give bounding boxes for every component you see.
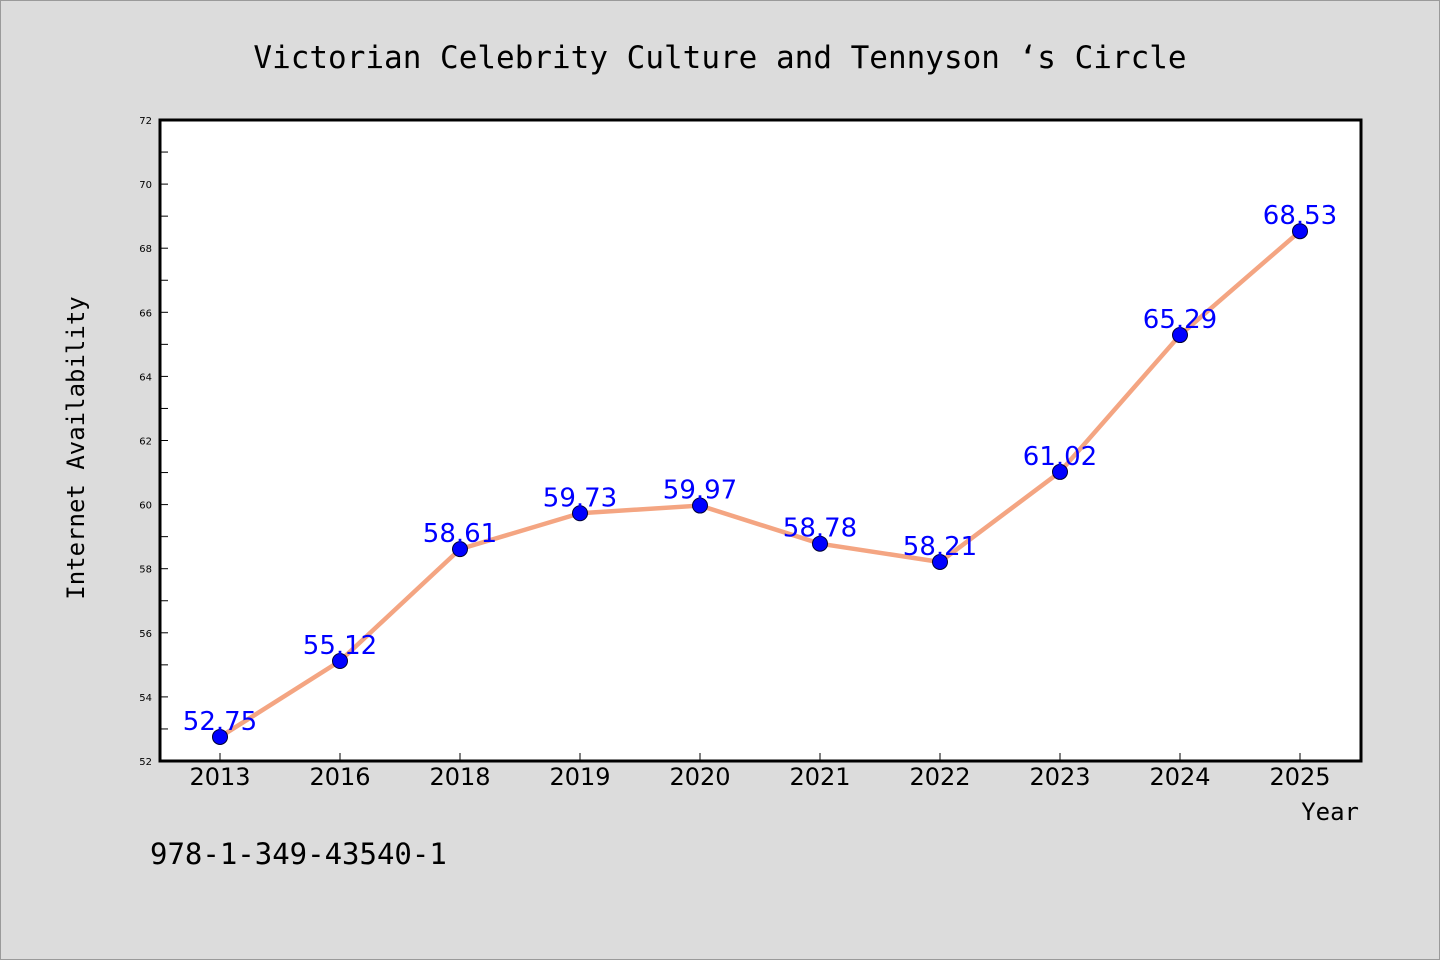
data-point [1052,463,1068,480]
y-tick-label: 70 [139,180,152,191]
x-tick-label: 2023 [1029,763,1090,791]
y-axis: 52 54 56 58 60 62 64 66 68 70 72 [139,116,168,768]
y-tick-label: 66 [139,308,152,319]
y-tick-label: 58 [139,565,152,576]
y-tick-label: 68 [139,244,152,255]
x-tick-label: 2019 [549,763,610,791]
y-tick-label: 52 [139,757,152,768]
y-tick-label: 56 [139,629,152,640]
data-label: 58.21 [903,532,977,562]
data-labels: 52.75 55.12 58.61 59.73 59.97 58.78 58.21 61.02… [183,201,1337,737]
x-tick-label: 2021 [789,763,850,791]
data-label: 58.78 [783,514,857,544]
y-tick-label: 72 [139,116,152,127]
data-label: 55.12 [303,631,377,661]
data-point [332,653,348,670]
data-label: 68.53 [1263,201,1337,231]
data-point [1292,223,1308,240]
x-tick-label: 2016 [309,763,370,791]
data-point [692,497,708,514]
y-tick-label: 64 [139,372,152,383]
y-tick-label: 60 [139,501,152,512]
data-point [1172,327,1188,344]
data-label: 52.75 [183,707,257,737]
y-tick-label: 54 [139,693,152,704]
x-tick-label: 2022 [909,763,970,791]
data-label: 59.73 [543,483,617,513]
data-point [572,505,588,522]
data-point [452,541,468,558]
plot-border [158,118,1363,763]
isbn-text: 978-1-349-43540-1 [150,837,447,871]
chart-title: Victorian Celebrity Culture and Tennyson… [253,40,1186,76]
data-point [212,728,228,745]
x-tick-label: 2018 [429,763,490,791]
x-tick-label: 2024 [1149,763,1210,791]
data-label: 65.29 [1143,305,1217,335]
x-axis: 2013 2016 2018 2019 2020 2021 2022 2023 2024 2025 [189,753,1331,791]
series-markers [212,223,1308,745]
y-axis-label: Internet Availability [62,296,90,599]
x-tick-label: 2025 [1269,763,1330,791]
x-tick-label: 2013 [189,763,250,791]
x-axis-label: Year [1301,798,1359,826]
data-label: 61.02 [1023,442,1097,472]
plot-area [160,120,1361,761]
y-tick-label: 62 [139,437,152,448]
data-point [932,553,948,570]
series-line [217,228,1303,740]
x-tick-label: 2020 [669,763,730,791]
data-label: 58.61 [423,519,497,549]
data-label: 59.97 [663,476,737,506]
data-point [812,535,828,552]
